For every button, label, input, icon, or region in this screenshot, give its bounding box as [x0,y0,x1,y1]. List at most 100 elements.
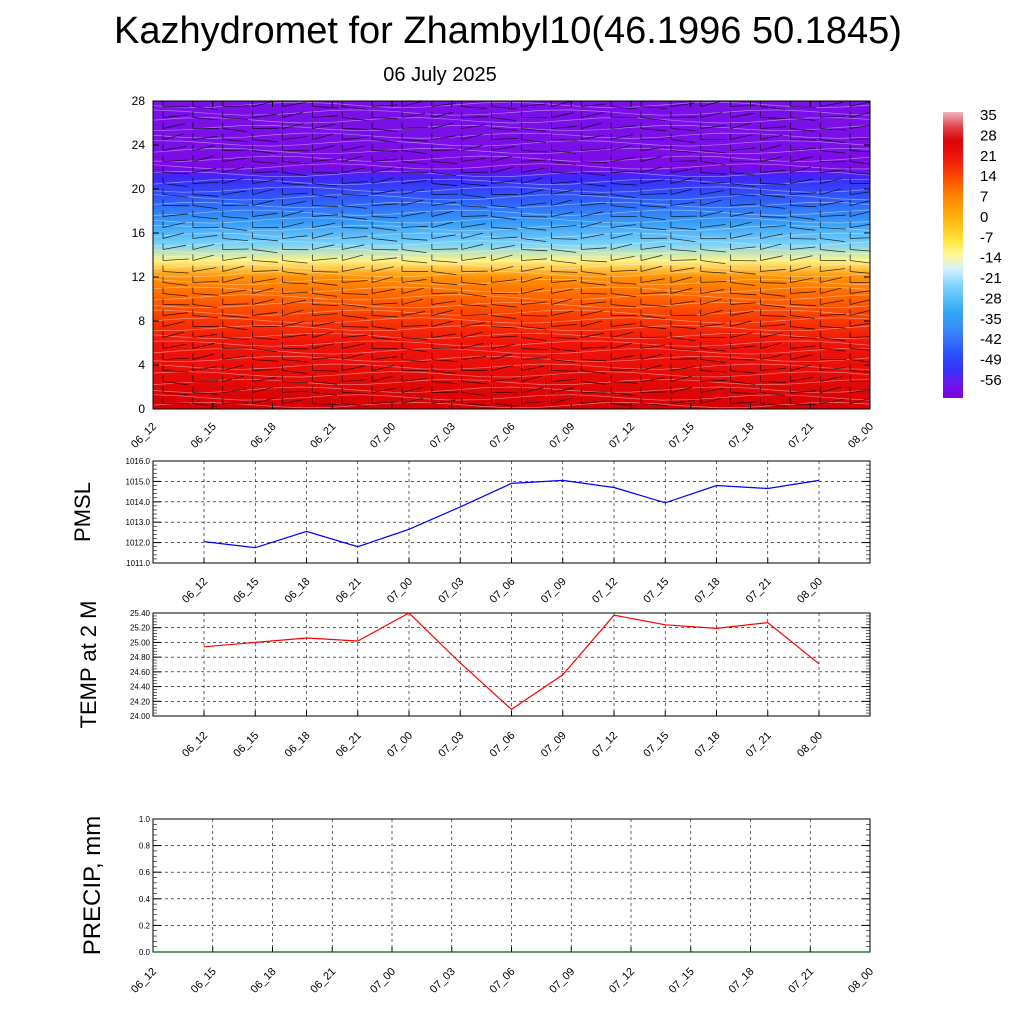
wind-barb [312,244,335,250]
wind-barb [431,381,458,384]
y-tick-label: 25.00 [130,638,151,647]
colorbar-label: 21 [980,148,997,165]
isoline [153,163,870,170]
wind-barb [461,116,488,118]
wind-barb [312,313,338,316]
wind-barb [640,179,665,184]
wind-barb [521,202,547,206]
wind-barb [790,227,816,231]
wind-barb [611,282,637,285]
x-tick-label: 08_00 [846,966,876,996]
wind-barb [461,282,487,286]
wind-barb [162,392,189,396]
wind-barb [282,321,305,327]
wind-barb [730,104,757,107]
x-tick-label: 06_12 [129,966,159,996]
wind-barb [640,391,667,393]
wind-barb [222,402,249,404]
isoline [153,386,870,393]
x-tick-label: 08_00 [795,576,825,606]
wind-barb [431,135,456,140]
wind-barb [312,331,334,338]
wind-barb [700,182,727,184]
wind-barb [521,216,548,218]
wind-barb [401,199,424,206]
wind-barb [850,210,870,217]
wind-barb [342,244,365,250]
wind-barb [730,134,753,140]
x-tick-label: 07_15 [667,421,697,451]
wind-barb [760,117,787,119]
y-tick-label: 0.0 [139,948,151,957]
wind-barb [491,315,517,319]
wind-barb [312,343,335,349]
y-tick-label: 0.2 [139,921,151,930]
wind-barb [611,304,637,308]
x-tick-label: 06_12 [180,730,210,760]
wind-barb [222,289,247,294]
wind-barb [730,282,756,286]
wind-barb [611,381,637,384]
wind-barb [640,403,667,406]
wind-barb [312,356,338,360]
wind-barb [790,265,812,272]
wind-barb [401,139,428,142]
wind-barb [282,123,305,129]
wind-barb [222,337,249,340]
wind-barb [431,391,458,393]
x-tick-label: 07_09 [547,966,577,996]
wind-barb [521,357,548,360]
wind-barb [640,155,663,162]
wind-barb [850,389,870,393]
wind-barb [551,112,574,118]
wind-barb [342,266,365,272]
wind-barb [700,397,722,404]
wind-barb [342,181,368,184]
wind-barb [611,392,636,396]
wind-barb [760,205,786,209]
wind-barb [222,276,244,283]
colorbar-label: -28 [980,290,1002,307]
wind-barb [760,392,786,396]
y-tick-label: 12 [132,270,146,284]
wind-barb [401,279,427,283]
wind-barb [640,227,667,231]
wind-barb [640,364,663,371]
wind-barb [372,356,397,360]
colorbar-label: -21 [980,270,1002,287]
wind-barb [640,166,663,173]
wind-barb [730,233,753,239]
y-tick-label: 24.00 [130,712,151,721]
wind-barb [401,180,427,184]
wind-barb [342,392,369,394]
temperature-colorbar: 35 28 21 14 7 0 -7 -14 -21 -28 -35 -42 -49 -56 [943,107,1002,398]
x-tick-label: 07_12 [607,421,637,451]
x-tick-label: 07_21 [744,730,774,760]
wind-barb [461,392,487,396]
wind-barb [312,194,338,198]
wind-barb [581,260,608,263]
wind-barb [581,381,607,385]
wind-barb [461,223,486,228]
wind-barb [222,388,247,393]
wind-barb [491,216,517,220]
wind-barb [312,158,338,162]
isoline [153,186,870,193]
wind-barb [670,366,695,371]
wind-barb [491,403,517,407]
wind-barb [820,313,847,316]
wind-barb [551,139,578,141]
wind-barb [372,227,397,231]
wind-barb [640,377,665,382]
wind-barb [372,158,398,162]
wind-barb [820,268,845,272]
wind-barb [372,203,398,206]
wind-barb [222,347,249,349]
wind-barb [611,403,637,407]
wind-barb [760,243,782,250]
wind-barb [162,321,185,327]
wind-barb [491,266,514,272]
wind-barb [401,161,428,165]
wind-barb [820,376,842,382]
wind-barb [342,227,369,229]
